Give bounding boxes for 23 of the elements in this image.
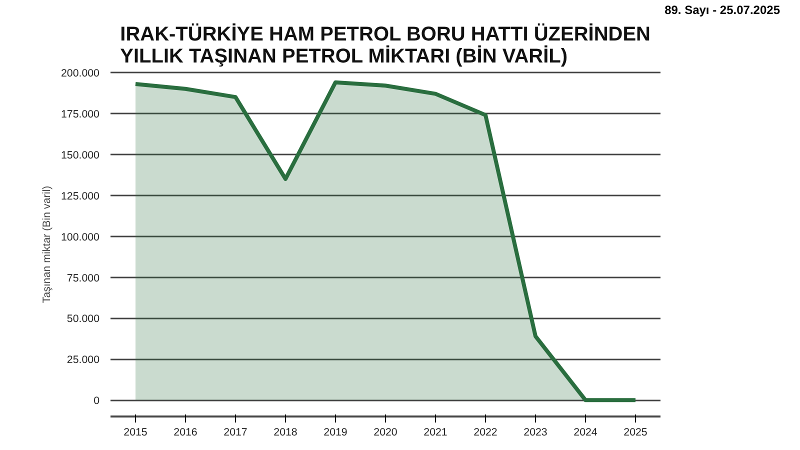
x-tick-label: 2023 bbox=[524, 426, 548, 438]
x-tick-label: 2019 bbox=[324, 426, 348, 438]
y-tick-label: 150.000 bbox=[60, 149, 100, 162]
x-tick-label: 2015 bbox=[124, 426, 148, 438]
text: 89. Sayı - 25.07.2025 bbox=[664, 2, 780, 19]
y-tick-label: 200.000 bbox=[60, 68, 100, 80]
chart-title: IRAK-TÜRKİYE HAM PETROL BORU HATTI ÜZERİNDEN YILLIK TAŞINAN PETROL MİKTARI (BİN VARİL) bbox=[120, 22, 651, 68]
x-tick-label: 2018 bbox=[274, 426, 298, 438]
x-tick-label: 2022 bbox=[474, 426, 498, 438]
y-tick-label: 125.000 bbox=[60, 190, 100, 202]
x-tick-label: 2020 bbox=[374, 426, 398, 438]
x-tick-label: 2017 bbox=[224, 426, 248, 438]
y-tick-label: 0 bbox=[94, 395, 100, 408]
y-tick-label: 25.000 bbox=[66, 354, 100, 366]
y-tick-label: 75.000 bbox=[66, 272, 100, 284]
x-tick-label: 2025 bbox=[624, 426, 648, 438]
x-tick-label: 2021 bbox=[424, 426, 448, 438]
y-tick-label: 175.000 bbox=[60, 108, 100, 120]
y-axis-title: Taşınan miktar (Bin varil) bbox=[40, 186, 53, 304]
x-tick-label: 2016 bbox=[174, 426, 198, 438]
x-tick-label: 2024 bbox=[574, 426, 598, 438]
y-tick-label: 100.000 bbox=[60, 231, 100, 244]
y-tick-label: 50.000 bbox=[66, 313, 100, 326]
